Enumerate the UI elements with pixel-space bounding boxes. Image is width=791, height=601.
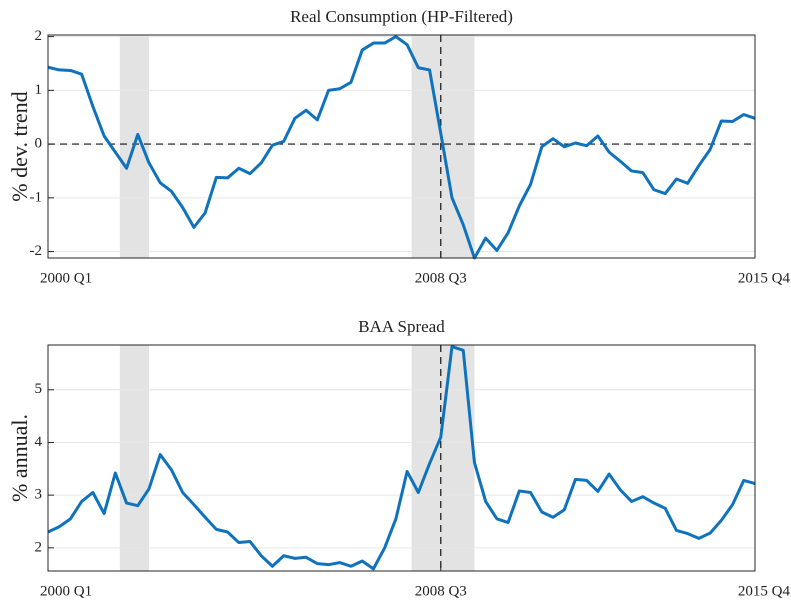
y-tick-label: 0 <box>35 136 43 152</box>
y-tick-label: 3 <box>35 487 43 503</box>
plot-frame <box>47 34 756 259</box>
plot-area <box>48 35 755 258</box>
y-tick-label: -1 <box>30 189 43 205</box>
y-axis-label: % dev. trend <box>7 91 32 201</box>
y-tick-label: 2 <box>35 539 43 555</box>
plot-area <box>48 345 755 571</box>
y-tick-label: 5 <box>35 381 43 397</box>
x-tick-label: 2008 Q3 <box>415 270 467 286</box>
x-tick-label: 2008 Q3 <box>415 583 467 599</box>
chart-title: Real Consumption (HP-Filtered) <box>290 7 513 26</box>
x-tick-label: 2000 Q1 <box>40 583 92 599</box>
y-axis-label: % annual. <box>7 414 32 502</box>
x-tick-label: 2015 Q4 <box>738 270 791 286</box>
recession-shade <box>411 345 475 571</box>
x-tick-label: 2000 Q1 <box>40 270 92 286</box>
plot-frame <box>47 344 756 572</box>
y-tick-label: -2 <box>30 243 43 259</box>
chart-title: BAA Spread <box>358 317 445 336</box>
data-line <box>47 35 756 260</box>
recession-shade <box>119 345 149 571</box>
y-tick-label: 2 <box>35 28 43 44</box>
x-tick-label: 2015 Q4 <box>738 583 791 599</box>
y-tick-label: 1 <box>35 82 43 98</box>
data-line <box>47 345 756 571</box>
y-tick-label: 4 <box>35 434 43 450</box>
